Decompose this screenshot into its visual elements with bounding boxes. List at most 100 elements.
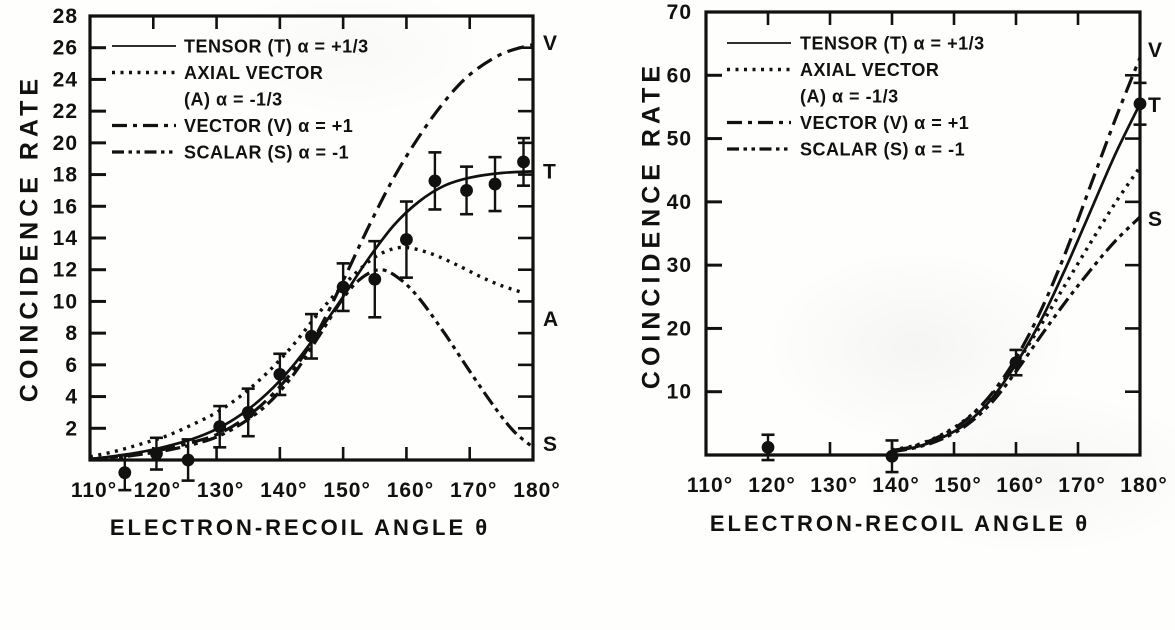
data-point [885, 439, 899, 474]
curve-letter-S: S [1148, 208, 1162, 231]
curve-tensor [89, 170, 534, 461]
data-point-marker [336, 280, 350, 294]
data-point-marker [761, 441, 775, 454]
data-point-marker [213, 420, 227, 434]
data-point-marker [400, 233, 413, 246]
legend-label: (A) α = -1/3 [800, 87, 899, 107]
y-tick-label: 2 [65, 417, 78, 440]
y-tick-label: 14 [53, 227, 78, 250]
legend-label: VECTOR (V) α = +1 [184, 116, 353, 136]
curve-letter-V: V [1148, 39, 1162, 62]
x-tick-label: 110° [71, 479, 117, 502]
data-point [181, 438, 195, 482]
y-tick-label: 10 [53, 290, 78, 313]
data-point [213, 404, 227, 449]
data-point-marker [181, 453, 195, 467]
y-tick-label: 40 [667, 191, 692, 214]
data-point-marker [241, 406, 255, 419]
data-point-marker [1133, 97, 1147, 111]
data-point-marker [368, 272, 382, 286]
data-point [1009, 348, 1023, 377]
legend-label: AXIAL VECTOR [184, 63, 323, 83]
data-point [399, 200, 413, 279]
y-tick-label: 16 [53, 195, 78, 218]
x-tick-label: 160° [387, 479, 434, 502]
y-tick-label: 10 [667, 381, 692, 404]
x-tick-label: 150° [323, 479, 370, 502]
data-point-marker [1009, 356, 1023, 370]
y-tick-label: 30 [667, 254, 692, 277]
y-tick-label: 12 [53, 259, 78, 282]
y-tick-label: 24 [53, 68, 78, 91]
y-tick-label: 18 [53, 164, 78, 187]
data-point [517, 136, 531, 187]
data-point [428, 151, 442, 211]
right-panel-chart: 110° 120° 130° 140° 150° 160° 170° 180° 10 20 30 40… [667, 1, 1167, 497]
data-point [149, 436, 163, 471]
y-tick-label: 4 [65, 386, 78, 409]
x-tick-label: 140° [260, 479, 307, 502]
curve-scalar [89, 268, 535, 461]
data-point [241, 387, 255, 438]
data-point-marker [428, 174, 442, 188]
x-tick-label: 140° [872, 474, 919, 497]
x-tick-label: 130° [810, 474, 857, 497]
x-tick-label: 110° [687, 474, 733, 497]
data-point [368, 239, 382, 319]
y-tick-label: 50 [667, 128, 692, 151]
left-panel-chart: 110° 120° 130° 140° 150° 160° 170° 180°24681012… [53, 5, 560, 502]
data-point-marker [517, 155, 530, 169]
legend-label: TENSOR (T) α = +1/3 [184, 37, 369, 57]
curve-axial-vector [891, 166, 1142, 452]
data-point [118, 453, 132, 492]
data-point [488, 155, 502, 213]
right-y-axis-title: COINCIDENCE RATE [637, 60, 666, 390]
y-tick-label: 26 [53, 37, 78, 60]
y-tick-label: 60 [667, 64, 692, 87]
data-point-marker [885, 449, 899, 463]
curve-letter-T: T [1148, 94, 1161, 117]
data-point-marker [460, 184, 473, 197]
data-point [1133, 81, 1147, 126]
x-tick-label: 160° [996, 474, 1043, 497]
x-tick-label: 120° [134, 479, 181, 502]
data-point [460, 165, 474, 216]
y-tick-label: 28 [53, 5, 78, 28]
y-tick-label: 8 [65, 322, 78, 345]
x-tick-label: 170° [1058, 474, 1105, 497]
data-point [273, 352, 287, 397]
legend-label: AXIAL VECTOR [800, 60, 939, 80]
legend-label: SCALAR (S) α = -1 [800, 140, 965, 160]
curve-letter-V: V [543, 32, 557, 55]
x-tick-label: 120° [748, 474, 795, 497]
data-point [336, 262, 350, 313]
curve-vector [89, 42, 534, 461]
data-point-marker [118, 466, 132, 480]
data-point-marker [305, 329, 318, 343]
curve-letter-S: S [543, 433, 557, 456]
curve-letter-T: T [543, 160, 556, 183]
y-tick-label: 6 [65, 354, 78, 377]
y-tick-label: 70 [667, 1, 692, 24]
curve-scalar [891, 215, 1142, 454]
x-tick-label: 130° [197, 479, 244, 502]
y-tick-label: 22 [53, 100, 78, 123]
y-tick-label: 20 [53, 132, 78, 155]
data-point-marker [150, 447, 163, 461]
right-x-axis-title: ELECTRON-RECOIL ANGLE θ [709, 511, 1091, 536]
left-x-axis-title: ELECTRON-RECOIL ANGLE θ [109, 515, 491, 540]
left-y-axis-title: COINCIDENCE RATE [15, 73, 44, 403]
x-tick-label: 180° [1120, 474, 1167, 497]
legend-label: VECTOR (V) α = +1 [800, 113, 969, 133]
legend-label: SCALAR (S) α = -1 [184, 143, 349, 163]
data-point [761, 433, 775, 462]
x-tick-label: 180° [513, 479, 560, 502]
data-point-marker [273, 367, 287, 381]
legend-label: (A) α = -1/3 [184, 90, 283, 110]
x-tick-label: 150° [934, 474, 981, 497]
curve-letter-A: A [543, 308, 558, 331]
data-point [305, 312, 318, 360]
curve-vector [891, 57, 1142, 453]
